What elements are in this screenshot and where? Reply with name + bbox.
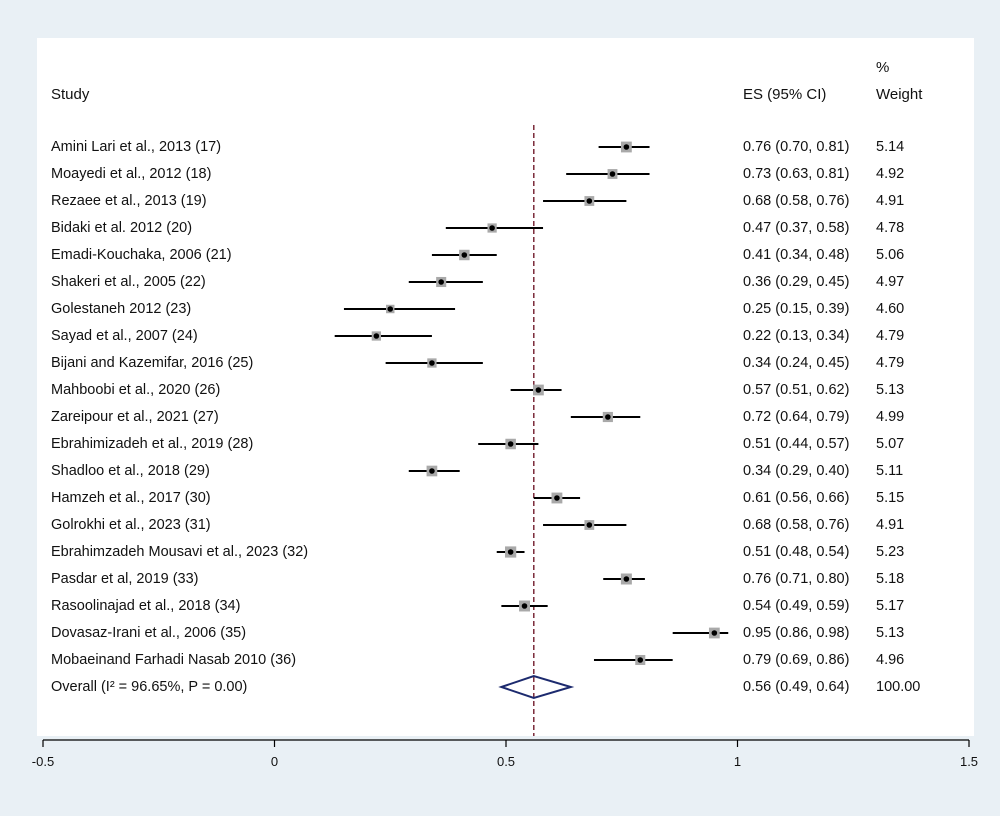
study-weight: 5.23 [876, 544, 905, 560]
x-tick-label: 0.5 [496, 754, 516, 769]
study-label: Bidaki et al. 2012 (20) [51, 220, 193, 236]
study-point-estimate [711, 630, 718, 636]
study-weight: 4.99 [876, 409, 905, 425]
study-label: Rezaee et al., 2013 (19) [51, 193, 207, 209]
x-tick-label: -0.5 [31, 754, 55, 769]
study-label: Pasdar et al, 2019 (33) [51, 571, 199, 587]
study-label: Mobaeinand Farhadi Nasab 2010 (36) [51, 652, 297, 668]
study-point-estimate [507, 441, 514, 447]
x-tick-label: 1 [733, 754, 742, 769]
x-tick-label: 0 [270, 754, 279, 769]
study-es-ci: 0.76 (0.70, 0.81) [743, 139, 850, 155]
study-label: Rasoolinajad et al., 2018 (34) [51, 598, 241, 614]
study-point-estimate [387, 306, 394, 312]
study-point-estimate [373, 333, 380, 339]
study-es-ci: 0.76 (0.71, 0.80) [743, 571, 850, 587]
study-weight: 4.91 [876, 193, 905, 209]
study-weight: 5.07 [876, 436, 905, 452]
study-es-ci: 0.51 (0.48, 0.54) [743, 544, 850, 560]
study-es-ci: 0.79 (0.69, 0.86) [743, 652, 850, 668]
study-es-ci: 0.47 (0.37, 0.58) [743, 220, 850, 236]
study-point-estimate [554, 495, 560, 501]
plot-panel [37, 38, 974, 736]
study-es-ci: 0.36 (0.29, 0.45) [743, 274, 850, 290]
study-label: Mahboobi et al., 2020 (26) [51, 382, 221, 398]
study-point-estimate [586, 198, 593, 204]
overall-diamond [498, 674, 575, 700]
study-weight: 4.60 [876, 301, 905, 317]
study-point-estimate [605, 414, 611, 420]
study-label: Sayad et al., 2007 (24) [51, 328, 198, 344]
study-es-ci: 0.51 (0.44, 0.57) [743, 436, 850, 452]
overall-weight: 100.00 [876, 679, 921, 695]
study-es-ci: 0.25 (0.15, 0.39) [743, 301, 850, 317]
study-weight: 5.11 [876, 463, 904, 479]
study-label: Moayedi et al., 2012 (18) [51, 166, 212, 182]
study-label: Golestaneh 2012 (23) [51, 301, 192, 317]
study-weight: 5.17 [876, 598, 905, 614]
x-tick-label: 1.5 [959, 754, 979, 769]
study-weight: 4.91 [876, 517, 905, 533]
study-es-ci: 0.34 (0.29, 0.40) [743, 463, 850, 479]
study-label: Shadloo et al., 2018 (29) [51, 463, 210, 479]
study-label: Golrokhi et al., 2023 (31) [51, 517, 211, 533]
study-point-estimate [609, 171, 616, 177]
study-label: Shakeri et al., 2005 (22) [51, 274, 206, 290]
study-es-ci: 0.72 (0.64, 0.79) [743, 409, 850, 425]
study-point-estimate [637, 657, 644, 663]
study-label: Bijani and Kazemifar, 2016 (25) [51, 355, 254, 371]
study-weight: 5.13 [876, 625, 905, 641]
study-label: Ebrahimzadeh Mousavi et al., 2023 (32) [51, 544, 309, 560]
study-es-ci: 0.68 (0.58, 0.76) [743, 517, 850, 533]
study-es-ci: 0.41 (0.34, 0.48) [743, 247, 850, 263]
study-weight: 4.92 [876, 166, 905, 182]
study-weight: 4.96 [876, 652, 905, 668]
study-label: Dovasaz-Irani et al., 2006 (35) [51, 625, 247, 641]
study-es-ci: 0.95 (0.86, 0.98) [743, 625, 850, 641]
study-weight: 4.79 [876, 355, 905, 371]
study-weight: 4.78 [876, 220, 905, 236]
study-es-ci: 0.68 (0.58, 0.76) [743, 193, 850, 209]
study-column-header: Study [51, 86, 90, 103]
study-weight: 5.14 [876, 139, 905, 155]
study-point-estimate [507, 549, 514, 555]
overall-es-ci: 0.56 (0.49, 0.64) [743, 679, 850, 695]
weight-column-header: Weight [876, 86, 923, 103]
study-weight: 5.13 [876, 382, 905, 398]
study-label: Hamzeh et al., 2017 (30) [51, 490, 211, 506]
weight-header-percent: % [876, 59, 890, 76]
study-es-ci: 0.22 (0.13, 0.34) [743, 328, 850, 344]
study-es-ci: 0.54 (0.49, 0.59) [743, 598, 850, 614]
study-es-ci: 0.34 (0.24, 0.45) [743, 355, 850, 371]
study-point-estimate [623, 576, 630, 582]
study-point-estimate [429, 360, 435, 366]
study-label: Ebrahimizadeh et al., 2019 (28) [51, 436, 254, 452]
study-point-estimate [586, 522, 593, 528]
study-es-ci: 0.61 (0.56, 0.66) [743, 490, 850, 506]
study-label: Emadi-Kouchaka, 2006 (21) [51, 247, 232, 263]
study-es-ci: 0.73 (0.63, 0.81) [743, 166, 850, 182]
overall-label: Overall (I² = 96.65%, P = 0.00) [51, 679, 248, 695]
study-es-ci: 0.57 (0.51, 0.62) [743, 382, 850, 398]
study-weight: 5.18 [876, 571, 905, 587]
study-point-estimate [429, 468, 435, 474]
study-label: Zareipour et al., 2021 (27) [51, 409, 219, 425]
study-point-estimate [623, 144, 630, 150]
study-label: Amini Lari et al., 2013 (17) [51, 139, 222, 155]
study-point-estimate [521, 603, 528, 609]
study-weight: 5.15 [876, 490, 905, 506]
es-column-header: ES (95% CI) [743, 86, 827, 103]
study-weight: 4.97 [876, 274, 905, 290]
study-point-estimate [438, 279, 444, 285]
study-weight: 5.06 [876, 247, 905, 263]
study-point-estimate [535, 387, 542, 393]
study-point-estimate [489, 225, 495, 231]
study-point-estimate [461, 252, 468, 258]
study-weight: 4.79 [876, 328, 905, 344]
